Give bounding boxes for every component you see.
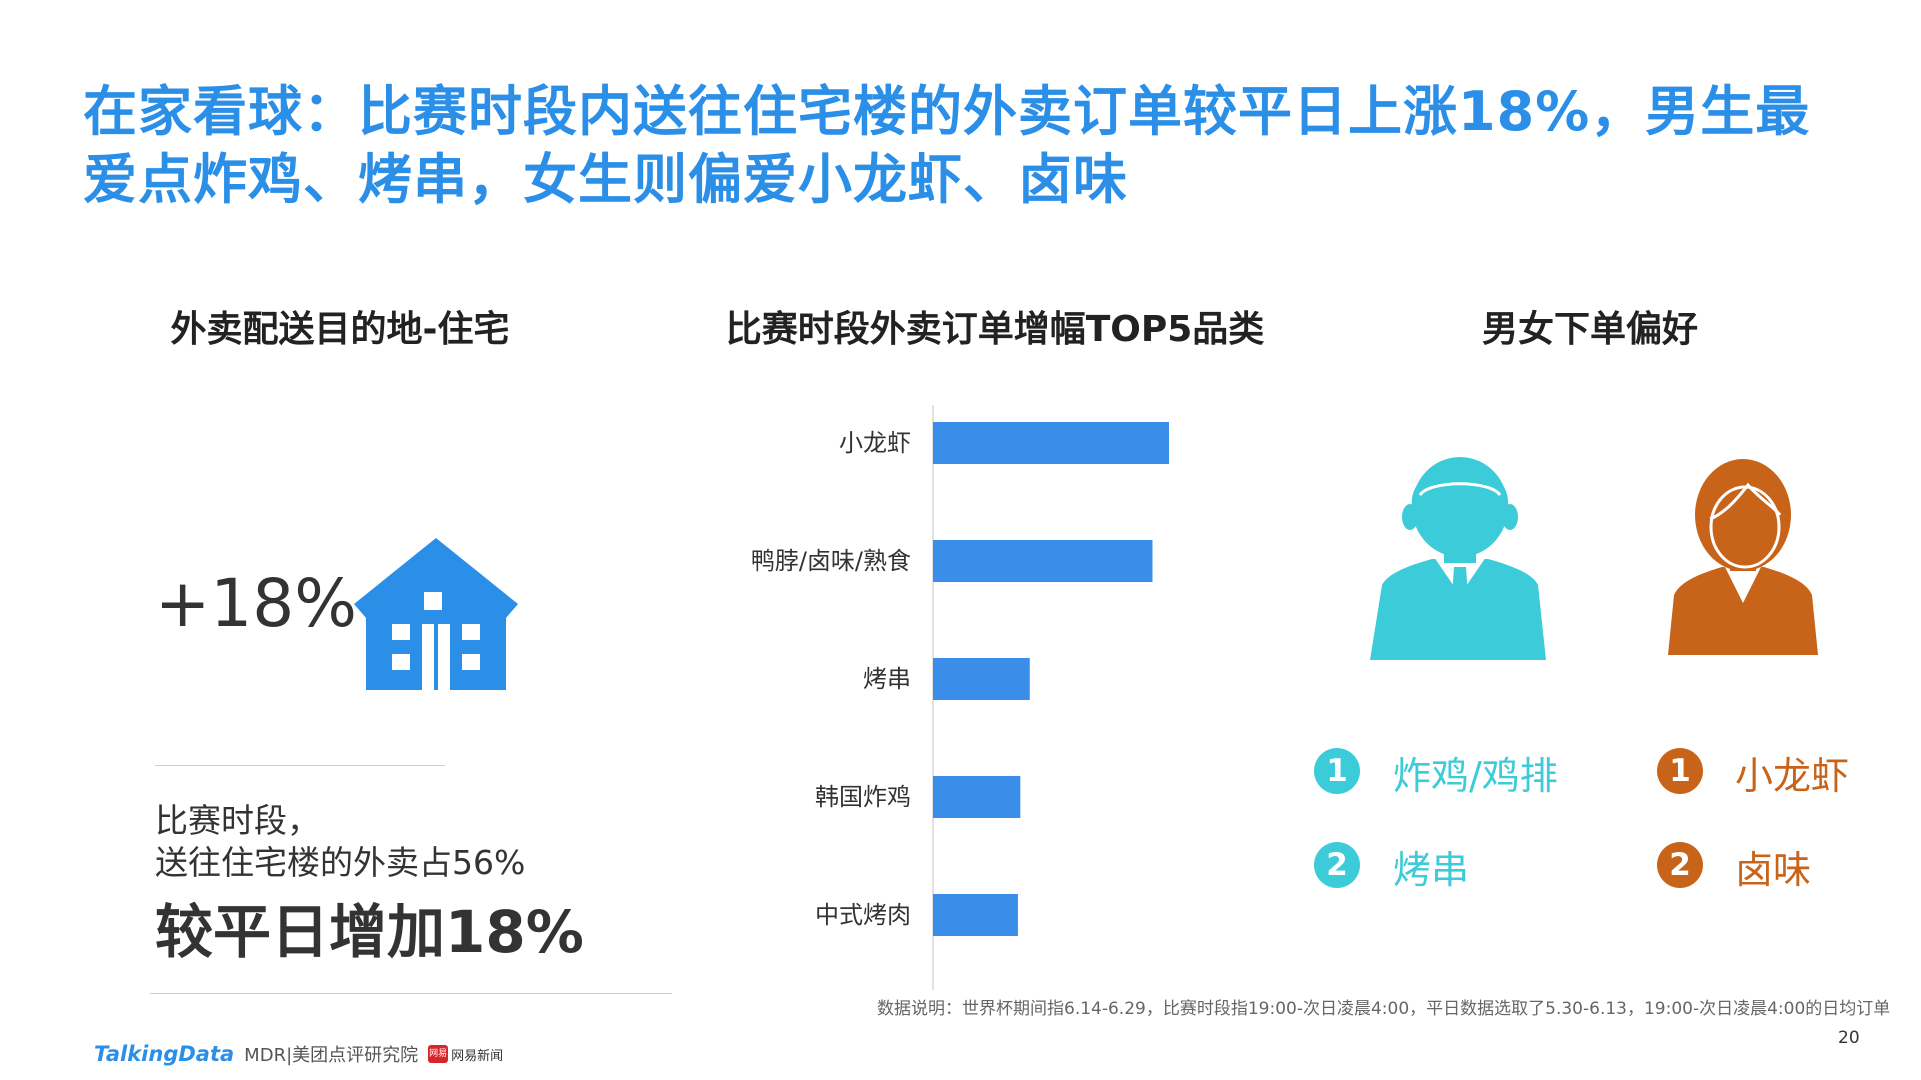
male-rank-2-badge: 2 — [1314, 842, 1360, 888]
residence-description: 比赛时段， 送往住宅楼的外卖占56% — [155, 800, 675, 884]
bar-3 — [933, 776, 1021, 818]
female-rank-2-label: 卤味 — [1735, 848, 1812, 892]
female-avatar-icon — [1668, 459, 1818, 655]
bar-1 — [933, 540, 1153, 582]
page-title: 在家看球：比赛时段内送往住宅楼的外卖订单较平日上涨18%，男生最爱点炸鸡、烤串，… — [83, 80, 1811, 211]
mdr-logo: MDR|美团点评研究院 — [244, 1045, 419, 1066]
bar-2 — [933, 658, 1030, 700]
male-rank-2-label: 烤串 — [1393, 848, 1470, 892]
description-line-1: 比赛时段， — [155, 801, 320, 840]
female-rank-2-badge: 2 — [1657, 842, 1703, 888]
category-label-3: 韩国炸鸡 — [815, 783, 911, 811]
page-number: 20 — [1838, 1028, 1860, 1048]
logo-bar: TalkingData MDR|美团点评研究院 网易 网易新闻 — [94, 1040, 503, 1068]
netease-logo-mark: 网易 — [428, 1045, 449, 1063]
section-heading-residence: 外卖配送目的地-住宅 — [170, 309, 510, 350]
section-heading-top5: 比赛时段外卖订单增幅TOP5品类 — [725, 309, 1265, 350]
bar-0 — [933, 422, 1169, 464]
female-rank-1-badge: 1 — [1657, 748, 1703, 794]
category-label-1: 鸭脖/卤味/熟食 — [751, 547, 911, 575]
netease-logo-text: 网易新闻 — [451, 1048, 504, 1064]
description-line-2: 送往住宅楼的外卖占56% — [155, 843, 526, 882]
female-rank-1-label: 小龙虾 — [1735, 754, 1850, 798]
talkingdata-logo: TalkingData — [94, 1042, 235, 1066]
house-icon — [354, 538, 518, 690]
data-footnote: 数据说明：世界杯期间指6.14-6.29，比赛时段指19:00-次日凌晨4:00… — [877, 999, 1891, 1019]
male-rank-1-label: 炸鸡/鸡排 — [1393, 754, 1558, 798]
male-avatar-icon — [1370, 457, 1546, 660]
bar-4 — [933, 894, 1018, 936]
divider-top — [155, 765, 445, 766]
category-label-4: 中式烤肉 — [815, 901, 911, 929]
male-rank-1-badge: 1 — [1314, 748, 1360, 794]
category-label-2: 烤串 — [863, 665, 911, 693]
increase-highlight: 较平日增加18% — [155, 898, 584, 966]
increase-stat: +18% — [155, 565, 357, 642]
category-label-0: 小龙虾 — [839, 429, 911, 457]
divider-bottom — [150, 993, 672, 994]
netease-logo: 网易 网易新闻 — [428, 1045, 503, 1064]
section-heading-gender: 男女下单偏好 — [1481, 309, 1698, 350]
